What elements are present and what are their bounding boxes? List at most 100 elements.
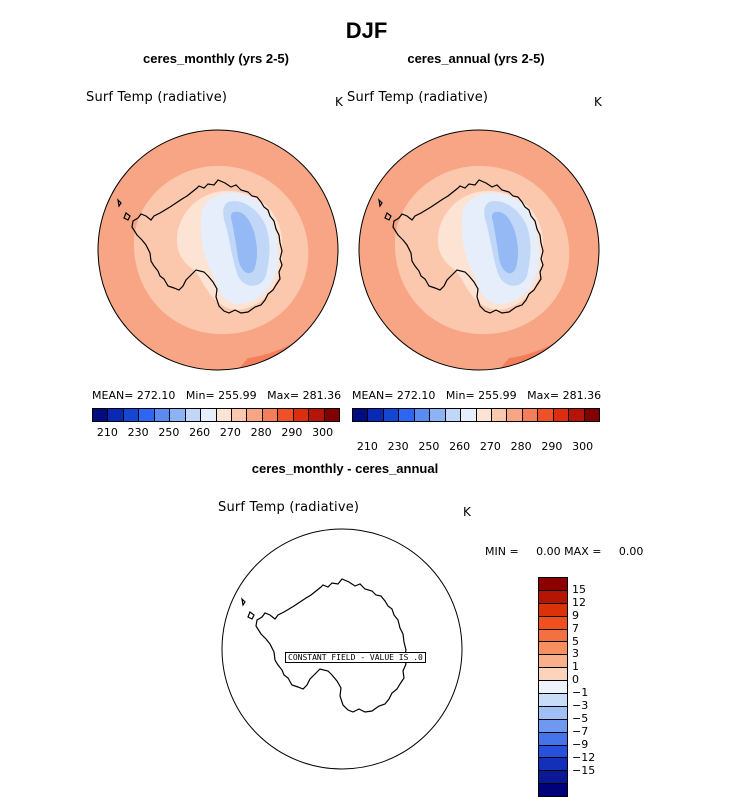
diff-colorbar-swatch [539, 590, 567, 604]
colorbar-tick-label: 230 [127, 426, 149, 439]
diff-colorbar-tick-label: 7 [572, 621, 579, 635]
diff-colorbar-tick-label: −12 [572, 750, 596, 764]
colorbar-swatch [507, 409, 523, 421]
diff-colorbar-tick-label: −1 [572, 686, 589, 700]
colorbar-tick-label: 260 [449, 440, 471, 453]
colorbar-tick-label: 290 [281, 426, 303, 439]
colorbar-swatch [461, 409, 477, 421]
colorbar-tick-label: 230 [387, 440, 409, 453]
colorbar-swatch [522, 409, 539, 421]
colorbar-tick-label: 260 [189, 426, 211, 439]
colorbar-swatch [309, 409, 325, 421]
diff-panel-colorbar [538, 577, 568, 797]
panel-2-units-label: K [594, 95, 602, 109]
colorbar-swatch [154, 409, 171, 421]
colorbar-swatch [368, 409, 384, 421]
colorbar-swatch [247, 409, 263, 421]
panel-1-title: ceres_monthly (yrs 2-5) [143, 51, 289, 66]
colorbar-swatch [399, 409, 415, 421]
panel-1-mean-value: 272.10 [136, 389, 176, 402]
diff-min-value: 0.00 [536, 545, 561, 558]
diff-colorbar-swatch [539, 578, 567, 591]
panel-2-stats: MEAN= 272.10 Min= 255.99 Max= 281.36 [352, 389, 602, 402]
colorbar-swatch [476, 409, 492, 421]
colorbar-swatch [584, 409, 599, 421]
colorbar-swatch [553, 409, 570, 421]
panel-2-max-value: 281.36 [562, 389, 602, 402]
diff-colorbar-tick-label: −3 [572, 699, 589, 712]
diff-colorbar-tick-label: −7 [572, 724, 589, 738]
diff-panel-variable-label: Surf Temp (radiative) [218, 500, 360, 515]
diff-colorbar-tick-label: −5 [572, 711, 589, 725]
panel-1-colorbar-labels: 210 230 250 260 270 280 290 300 [92, 426, 338, 440]
diff-colorbar-swatch [539, 655, 567, 669]
diff-colorbar-swatch [539, 616, 567, 630]
panel-1-stats: MEAN= 272.10 Min= 255.99 Max= 281.36 [92, 389, 342, 402]
colorbar-swatch [262, 409, 279, 421]
diff-colorbar-tick-label: −15 [572, 763, 596, 777]
colorbar-swatch [123, 409, 140, 421]
diff-colorbar-tick-label: 5 [572, 634, 579, 648]
colorbar-swatch [383, 409, 400, 421]
colorbar-tick-label: 210 [356, 440, 378, 453]
panel-1-variable-label: Surf Temp (radiative) [86, 90, 228, 105]
colorbar-swatch [108, 409, 124, 421]
colorbar-swatch [278, 409, 294, 421]
colorbar-swatch [353, 409, 369, 421]
colorbar-tick-label: 300 [312, 426, 334, 439]
colorbar-swatch [201, 409, 217, 421]
diff-colorbar-tick-label: 15 [572, 582, 586, 596]
diff-colorbar-swatch [539, 758, 567, 772]
diff-panel-polar-map [221, 528, 463, 770]
colorbar-swatch [170, 409, 186, 421]
diff-colorbar-swatch [539, 771, 567, 785]
colorbar-tick-label: 250 [418, 440, 440, 453]
colorbar-tick-label: 300 [572, 440, 594, 453]
colorbar-tick-label: 270 [479, 440, 501, 453]
diff-panel-colorbar-labels: 15 12 9 7 5 3 1 0 −1 −3 −5 −7 −9 −12 −15 [572, 577, 612, 781]
colorbar-tick-label: 270 [219, 426, 241, 439]
colorbar-swatch [491, 409, 508, 421]
diff-colorbar-swatch [539, 732, 567, 746]
panel-2-polar-map [358, 129, 600, 371]
panel-1-polar-map [97, 129, 339, 371]
diff-colorbar-swatch [539, 745, 567, 759]
colorbar-swatch [93, 409, 109, 421]
colorbar-swatch [231, 409, 248, 421]
diff-colorbar-tick-label: 12 [572, 595, 586, 609]
panel-1-units-label: K [335, 95, 343, 109]
diff-colorbar-swatch [539, 706, 567, 720]
colorbar-tick-label: 250 [158, 426, 180, 439]
colorbar-swatch [139, 409, 155, 421]
figure-title: DJF [345, 18, 388, 43]
panel-2-variable-label: Surf Temp (radiative) [347, 90, 489, 105]
diff-colorbar-tick-label: 0 [572, 673, 579, 687]
panel-2-title: ceres_annual (yrs 2-5) [407, 51, 545, 66]
diff-max-value: 0.00 [618, 545, 644, 558]
panel-1-min-value: 255.99 [218, 389, 257, 402]
diff-colorbar-swatch [539, 719, 567, 733]
diff-panel-units-label: K [463, 505, 471, 519]
colorbar-tick-label: 280 [510, 440, 532, 453]
panel-2-colorbar-labels: 210 230 250 260 270 280 290 300 [352, 440, 598, 454]
colorbar-tick-label: 210 [96, 426, 118, 439]
diff-colorbar-swatch [539, 603, 567, 617]
colorbar-swatch [430, 409, 446, 421]
panel-2-mean-value: 272.10 [396, 389, 436, 402]
diff-panel-title: ceres_monthly - ceres_annual [251, 461, 439, 476]
diff-colorbar-swatch [539, 668, 567, 682]
colorbar-swatch [569, 409, 585, 421]
diff-colorbar-swatch [539, 642, 567, 656]
colorbar-swatch [414, 409, 431, 421]
panel-1-colorbar [92, 408, 340, 422]
colorbar-swatch [185, 409, 202, 421]
panel-2-min-value: 255.99 [478, 389, 517, 402]
diff-panel-stats: MIN = 0.00 MAX = 0.00 [485, 545, 644, 558]
diff-colorbar-tick-label: 3 [572, 647, 579, 661]
diff-colorbar-swatch [539, 784, 567, 797]
colorbar-swatch [293, 409, 310, 421]
colorbar-swatch [445, 409, 462, 421]
diff-colorbar-tick-label: 1 [572, 660, 579, 674]
constant-field-note: CONSTANT FIELD - VALUE IS .0 [285, 652, 426, 663]
colorbar-swatch [538, 409, 554, 421]
